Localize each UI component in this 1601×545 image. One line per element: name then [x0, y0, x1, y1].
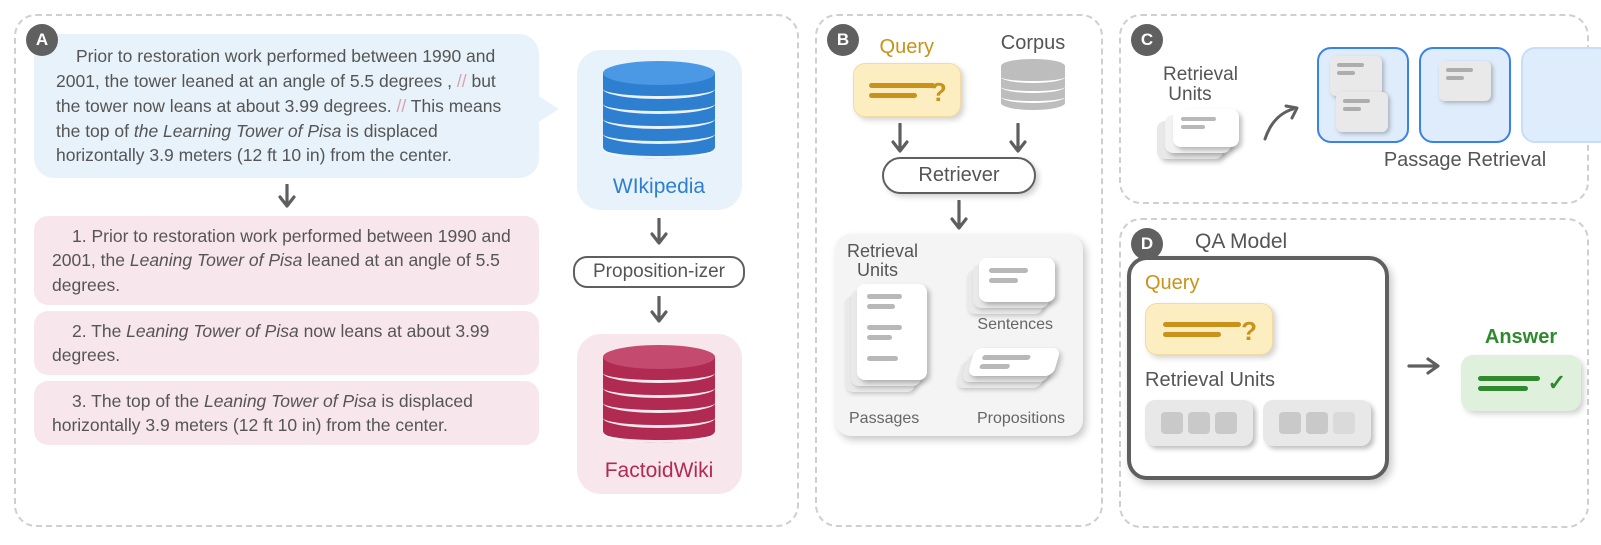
corpus-cylinder-icon	[1001, 59, 1065, 117]
corpus-label: Corpus	[1001, 32, 1065, 55]
panel-a-right: WIkipedia Proposition-izer FactoidWiki	[539, 30, 779, 511]
passage-retrieval-label: Passage Retrieval	[1384, 149, 1546, 172]
qa-model-label: QA Model	[1195, 230, 1569, 254]
query-icon: ?	[853, 63, 961, 117]
arrow-right-icon	[1407, 355, 1443, 382]
panel-d: D QA Model Query ? Retrieval Units Answe…	[1119, 218, 1589, 528]
answer-icon: ✓	[1461, 355, 1581, 411]
panel-c: C Retrieval Units	[1119, 14, 1589, 204]
panel-b-top-row: Query ? Corpus	[835, 32, 1083, 117]
retrieval-slot	[1263, 400, 1371, 446]
badge-a: A	[26, 24, 58, 56]
sentences-label: Sentences	[977, 316, 1053, 334]
query-icon: ?	[1145, 303, 1273, 355]
proposition-2: 2. The Leaning Tower of Pisa now leans a…	[34, 311, 539, 375]
proposition-3: 3. The top of the Leaning Tower of Pisa …	[34, 381, 539, 445]
badge-c: C	[1131, 24, 1163, 56]
panel-a: A Prior to restoration work performed be…	[14, 14, 799, 527]
passages-label: Passages	[849, 410, 919, 428]
propositions-label: Propositions	[977, 410, 1065, 428]
panel-d-row: Query ? Retrieval Units Answer ✓	[1139, 256, 1569, 480]
wikipedia-label: WIkipedia	[613, 175, 705, 199]
passage-card	[1317, 47, 1409, 143]
query-label: Query	[1145, 272, 1371, 295]
panel-b: B Query ? Corpus Retriever	[815, 14, 1103, 527]
retrieval-units-block: Retrieval Units Passages Sentences	[835, 234, 1083, 436]
badge-d: D	[1131, 228, 1163, 260]
answer-label: Answer	[1485, 326, 1557, 349]
retriever-pill: Retriever	[882, 157, 1035, 194]
panel-a-left: Prior to restoration work performed betw…	[34, 30, 539, 511]
passage-cards-row	[1317, 47, 1601, 143]
proposition-1: 1. Prior to restoration work performed b…	[34, 216, 539, 304]
factoidwiki-cylinder-icon	[603, 345, 715, 455]
factoidwiki-block: FactoidWiki	[577, 334, 742, 494]
wikipedia-cylinder-icon	[603, 61, 715, 171]
right-column: C Retrieval Units	[1119, 14, 1589, 531]
propositionizer-pill: Proposition-izer	[573, 256, 745, 288]
passage-text: Prior to restoration work performed betw…	[56, 46, 501, 165]
arrow-down-icon	[648, 296, 670, 326]
retrieval-units-slots	[1145, 400, 1371, 446]
sentences-stack-icon	[973, 264, 1057, 318]
wikipedia-block: WIkipedia	[577, 50, 742, 210]
curve-arrow-icon	[1259, 101, 1305, 147]
arrow-down-icon	[276, 184, 298, 210]
retrieval-slot	[1145, 400, 1253, 446]
arrow-down-icon	[1007, 123, 1029, 157]
retrieval-units-stack-icon	[1163, 111, 1247, 167]
passage-box: Prior to restoration work performed betw…	[34, 34, 539, 178]
retrieval-units-label: Retrieval Units	[1145, 369, 1371, 392]
passages-stack-icon	[853, 288, 931, 396]
passage-card	[1419, 47, 1511, 143]
retrieval-units-title: Retrieval Units	[1163, 65, 1238, 105]
factoidwiki-label: FactoidWiki	[605, 459, 714, 483]
arrow-down-icon	[648, 218, 670, 248]
arrow-down-icon	[948, 200, 970, 234]
propositions-stack-icon	[965, 354, 1061, 394]
qa-model-box: Query ? Retrieval Units	[1127, 256, 1389, 480]
passage-card-faded	[1521, 47, 1601, 143]
query-label: Query	[880, 36, 934, 59]
badge-b: B	[827, 24, 859, 56]
arrow-down-icon	[889, 123, 911, 157]
